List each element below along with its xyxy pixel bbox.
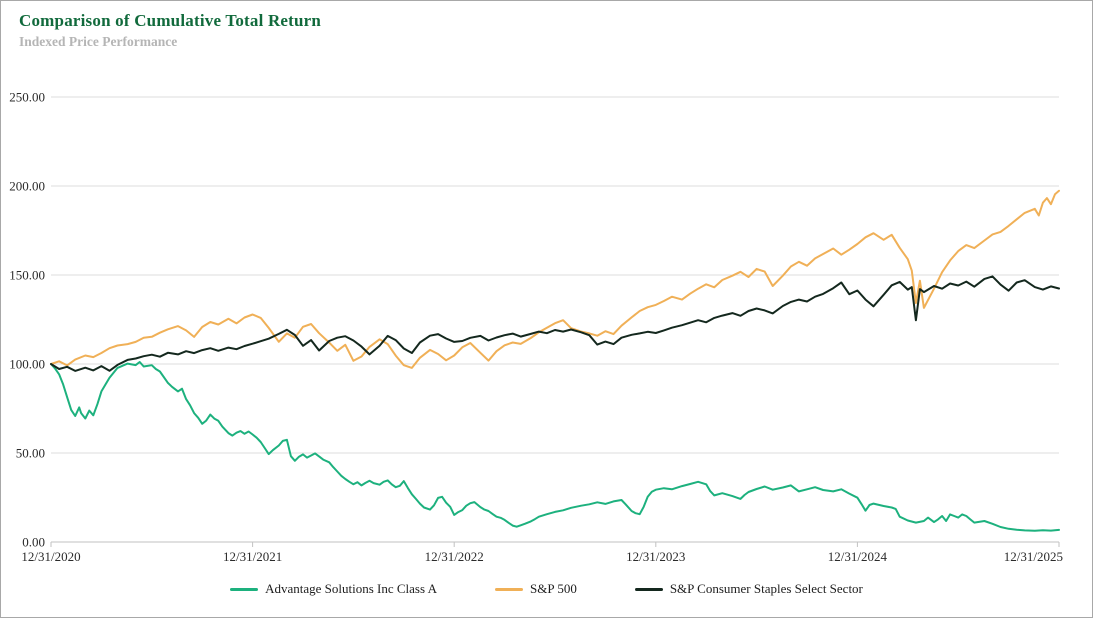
- y-tick-label: 100.00: [9, 357, 45, 372]
- series-line-consumer-staples: [50, 275, 1060, 372]
- legend-item-sp500: S&P 500: [494, 581, 577, 597]
- y-tick-label: 0.00: [22, 535, 45, 550]
- x-tick-label: 12/31/2023: [626, 549, 685, 564]
- legend-item-consumer-staples: S&P Consumer Staples Select Sector: [634, 581, 863, 597]
- x-tick-label: 12/31/2025: [1004, 549, 1063, 564]
- y-tick-label: 50.00: [16, 446, 45, 461]
- y-tick-label: 250.00: [9, 90, 45, 105]
- chart-title: Comparison of Cumulative Total Return: [19, 11, 322, 30]
- x-axis-labels: 12/31/2020 12/31/2021 12/31/2022 12/31/2023…: [21, 549, 1063, 564]
- legend-label: S&P 500: [529, 581, 577, 596]
- legend-label: S&P Consumer Staples Select Sector: [669, 581, 863, 596]
- legend-item-advantage-solutions: Advantage Solutions Inc Class A: [230, 581, 437, 597]
- y-axis-labels: 0.00 50.00 100.00 150.00 200.00 250.00: [9, 90, 45, 550]
- x-tick-label: 12/31/2022: [425, 549, 484, 564]
- x-tick-label: 12/31/2020: [21, 549, 80, 564]
- x-axis: [50, 541, 1060, 547]
- legend-label: Advantage Solutions Inc Class A: [265, 581, 437, 596]
- chart-subtitle: Indexed Price Performance: [19, 34, 178, 49]
- y-tick-label: 200.00: [9, 179, 45, 194]
- chart-header: Comparison of Cumulative Total Return In…: [19, 11, 321, 50]
- sp500-line-swatch-icon: [494, 587, 523, 591]
- gridlines: [51, 96, 1059, 454]
- legend: Advantage Solutions Inc Class A S&P 500 …: [1, 581, 1092, 597]
- x-tick-label: 12/31/2024: [828, 549, 888, 564]
- y-tick-label: 150.00: [9, 268, 45, 283]
- series-line-sp500: [50, 189, 1060, 369]
- x-tick-label: 12/31/2021: [223, 549, 282, 564]
- advantage-solutions-line-swatch-icon: [230, 587, 259, 591]
- series-line-advantage-solutions: [50, 361, 1060, 532]
- consumer-staples-line-swatch-icon: [634, 587, 663, 591]
